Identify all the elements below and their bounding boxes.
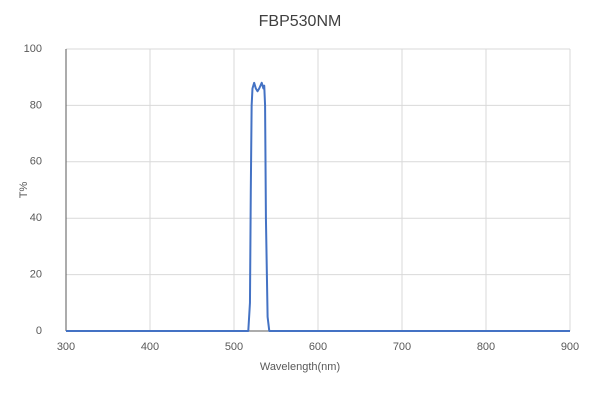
x-tick-label: 800 (477, 341, 495, 353)
y-tick-label: 40 (30, 212, 42, 224)
y-tick-label: 100 (24, 43, 42, 55)
x-axis-label: Wavelength(nm) (260, 361, 340, 373)
y-tick-label: 20 (30, 269, 42, 281)
y-axis-label: T% (18, 182, 30, 199)
data-line (66, 81, 570, 332)
x-tick-label: 400 (141, 341, 159, 353)
x-tick-label: 600 (309, 341, 327, 353)
y-tick-label: 80 (30, 99, 42, 111)
x-tick-label: 500 (225, 341, 243, 353)
x-tick-label: 700 (393, 341, 411, 353)
x-tick-label: 900 (561, 341, 579, 353)
y-tick-label: 0 (36, 325, 42, 337)
y-tick-label: 60 (30, 156, 42, 168)
chart-title: FBP530NM (259, 13, 342, 30)
x-tick-label: 300 (57, 341, 75, 353)
